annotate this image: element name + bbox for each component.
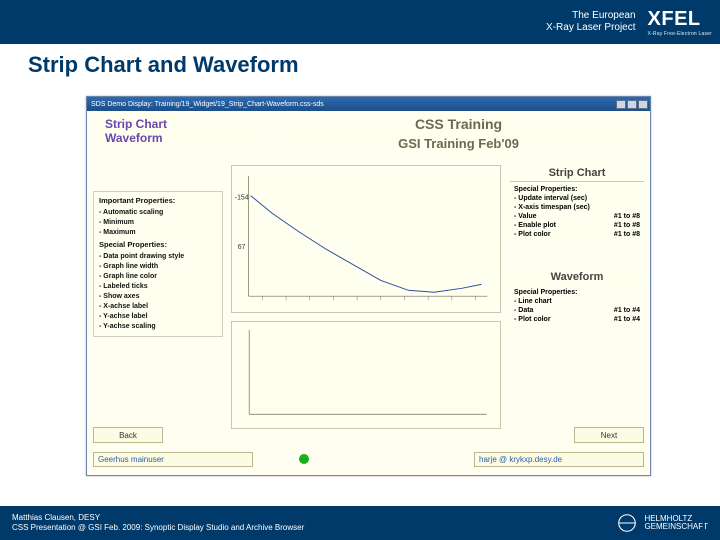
list-item: - Line chart (514, 297, 640, 306)
footer-meta: Matthias Clausen, DESY CSS Presentation … (12, 513, 304, 533)
user-field: Geerhus mainuser (93, 452, 253, 467)
canvas: Strip Chart Waveform CSS Training GSI Tr… (87, 111, 650, 475)
canvas-subtitle: GSI Training Feb'09 (277, 135, 640, 153)
org-line1: The European (546, 10, 635, 22)
helm-text: HELMHOLTZ GEMEINSCHAFT (644, 515, 708, 531)
list-item: - Graph line width (99, 262, 217, 272)
canvas-header: Strip Chart Waveform CSS Training GSI Tr… (87, 115, 650, 155)
list-item: - Enable plot#1 to #8 (514, 221, 640, 230)
org-text: The European X-Ray Laser Project (546, 10, 635, 34)
xfel-sub: X-Ray Free-Electron Laser (648, 31, 712, 37)
list-item: - Minimum (99, 218, 217, 228)
xfel-word: XFEL (648, 8, 712, 31)
list-item: - X-achse label (99, 302, 217, 312)
list-item: - Labeled ticks (99, 282, 217, 292)
list-item: - Plot color#1 to #4 (514, 315, 640, 324)
org-line2: X-Ray Laser Project (546, 22, 635, 34)
list-item: - X-axis timespan (sec) (514, 203, 640, 212)
list-item: - Value#1 to #8 (514, 212, 640, 221)
nav-row: Back Next (93, 427, 644, 445)
label-stripchart: Strip Chart Waveform (99, 115, 259, 147)
strip-chart-plot: -154 67 (231, 165, 501, 313)
back-button[interactable]: Back (93, 427, 163, 443)
list-item: - Data point drawing style (99, 252, 217, 262)
close-icon[interactable] (638, 100, 648, 109)
footer-author: Matthias Clausen, DESY (12, 513, 304, 523)
window-titlebar: SDS Demo Display: Training/19_Widget/19_… (87, 97, 650, 111)
strip-body: Special Properties: - Update interval (s… (510, 181, 644, 242)
demo-window: SDS Demo Display: Training/19_Widget/19_… (86, 96, 651, 476)
list-item: - Y-achse scaling (99, 322, 217, 332)
list-item: - Maximum (99, 228, 217, 238)
list-item: - Plot color#1 to #8 (514, 230, 640, 239)
helmholtz-logo: HELMHOLTZ GEMEINSCHAFT (616, 512, 708, 534)
host-field: harje @ krykxp.desy.de (474, 452, 644, 467)
window-controls (616, 100, 648, 109)
top-banner: The European X-Ray Laser Project XFEL X-… (0, 0, 720, 44)
svg-text:67: 67 (238, 244, 246, 251)
wave-heading: Special Properties: (514, 288, 640, 297)
waveform-panel: Waveform Special Properties: - Line char… (510, 269, 644, 327)
status-dot-icon (299, 454, 309, 464)
footer-line2: CSS Presentation @ GSI Feb. 2009: Synopt… (12, 523, 304, 533)
max-icon[interactable] (627, 100, 637, 109)
label-line: Strip Chart (105, 117, 253, 131)
list-item: - Automatic scaling (99, 208, 217, 218)
strip-heading: Special Properties: (514, 185, 640, 194)
min-icon[interactable] (616, 100, 626, 109)
page-number: 18 (701, 520, 714, 534)
window-title: SDS Demo Display: Training/19_Widget/19_… (91, 101, 324, 108)
strip-title: Strip Chart (510, 165, 644, 181)
props-heading: Special Properties: (99, 240, 217, 250)
list-item: - Y-achse label (99, 312, 217, 322)
footer: Matthias Clausen, DESY CSS Presentation … (0, 506, 720, 540)
canvas-title: CSS Training (277, 115, 640, 133)
xfel-logo: XFEL X-Ray Free-Electron Laser (648, 8, 712, 37)
svg-text:-154: -154 (235, 195, 249, 202)
desy-icon (616, 512, 638, 534)
list-item: - Graph line color (99, 272, 217, 282)
wave-title: Waveform (510, 269, 644, 285)
title-bar: Strip Chart and Waveform (0, 44, 720, 86)
page-title: Strip Chart and Waveform (28, 52, 299, 78)
helm-line: GEMEINSCHAFT (644, 523, 708, 531)
wave-body: Special Properties: - Line chart- Data#1… (510, 285, 644, 327)
list-item: - Update interval (sec) (514, 194, 640, 203)
bottom-row: Geerhus mainuser harje @ krykxp.desy.de (93, 449, 644, 469)
strip-chart-panel: Strip Chart Special Properties: - Update… (510, 165, 644, 242)
list-item: - Show axes (99, 292, 217, 302)
list-item: - Data#1 to #4 (514, 306, 640, 315)
important-properties: Important Properties: - Automatic scalin… (93, 191, 223, 337)
next-button[interactable]: Next (574, 427, 644, 443)
props-heading: Important Properties: (99, 196, 217, 206)
label-line: Waveform (105, 131, 253, 145)
waveform-plot (231, 321, 501, 429)
